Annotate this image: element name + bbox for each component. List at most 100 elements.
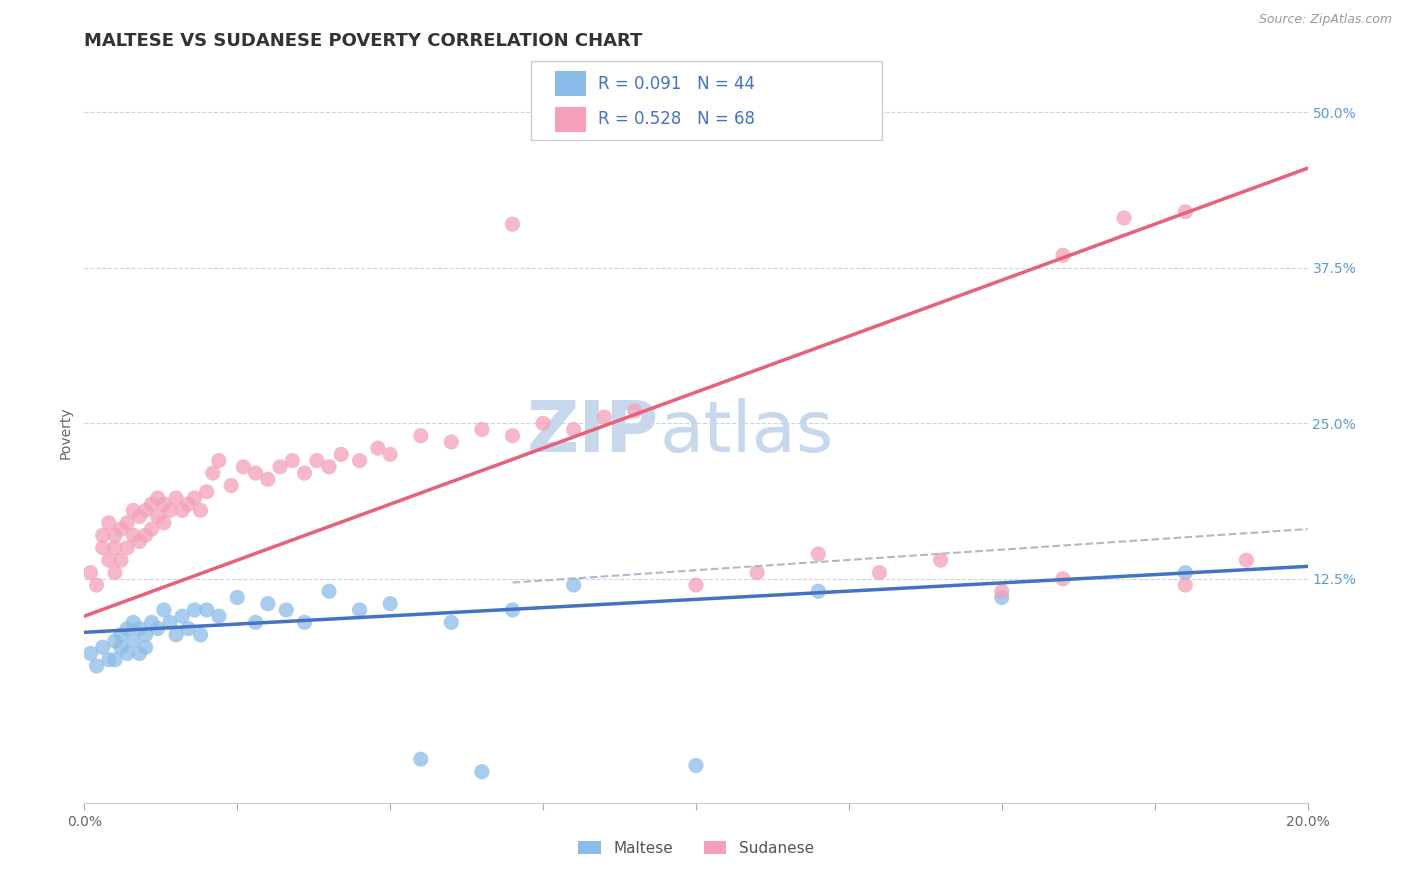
Point: [86, 578, 108, 592]
Point: [141, 497, 163, 511]
Point: [183, 491, 205, 505]
Point: [1174, 566, 1197, 580]
Point: [471, 764, 494, 779]
Point: [183, 603, 205, 617]
Point: [135, 503, 157, 517]
Point: [269, 459, 291, 474]
Point: [135, 640, 157, 655]
Point: [115, 541, 138, 555]
Point: [380, 447, 402, 461]
Point: [104, 528, 127, 542]
Point: [807, 547, 830, 561]
Point: [330, 447, 353, 461]
Point: [502, 217, 524, 231]
Point: [159, 503, 181, 517]
Point: [146, 622, 169, 636]
Point: [153, 497, 176, 511]
Point: [440, 434, 463, 449]
Text: R = 0.528   N = 68: R = 0.528 N = 68: [598, 111, 755, 128]
Point: [115, 622, 138, 636]
Point: [135, 528, 157, 542]
Point: [79, 647, 101, 661]
Point: [195, 484, 218, 499]
Point: [97, 516, 120, 530]
Point: [471, 423, 494, 437]
Point: [349, 603, 371, 617]
Point: [232, 459, 254, 474]
Point: [1114, 211, 1136, 225]
Point: [281, 453, 304, 467]
Point: [624, 404, 647, 418]
Point: [122, 528, 145, 542]
Point: [208, 453, 231, 467]
Point: [110, 522, 132, 536]
Point: [1052, 248, 1074, 262]
Point: [128, 509, 150, 524]
Point: [409, 428, 432, 442]
Point: [257, 597, 280, 611]
Point: [135, 628, 157, 642]
Point: [128, 647, 150, 661]
Point: [153, 516, 176, 530]
Point: [245, 615, 267, 630]
Point: [349, 453, 371, 467]
Point: [91, 640, 114, 655]
Point: [91, 528, 114, 542]
Point: [110, 553, 132, 567]
Point: [177, 497, 200, 511]
Point: [208, 609, 231, 624]
Point: [115, 647, 138, 661]
Point: [146, 491, 169, 505]
Point: [226, 591, 249, 605]
Point: [593, 410, 616, 425]
Point: [201, 466, 224, 480]
Point: [1236, 553, 1258, 567]
Point: [122, 615, 145, 630]
Point: [172, 503, 194, 517]
Point: [141, 522, 163, 536]
Point: [128, 534, 150, 549]
Point: [172, 609, 194, 624]
Point: [367, 441, 389, 455]
Point: [110, 640, 132, 655]
Point: [562, 578, 585, 592]
Y-axis label: Poverty: Poverty: [59, 407, 73, 458]
Point: [195, 603, 218, 617]
Point: [219, 478, 242, 492]
Point: [104, 541, 127, 555]
Text: atlas: atlas: [659, 398, 834, 467]
Point: [562, 423, 585, 437]
Point: [165, 628, 187, 642]
Point: [869, 566, 891, 580]
Point: [122, 503, 145, 517]
Text: ZIP: ZIP: [527, 398, 659, 467]
Point: [91, 541, 114, 555]
Point: [245, 466, 267, 480]
Point: [122, 634, 145, 648]
Point: [807, 584, 830, 599]
Point: [991, 584, 1014, 599]
Point: [1052, 572, 1074, 586]
Point: [440, 615, 463, 630]
Point: [146, 509, 169, 524]
Point: [294, 615, 316, 630]
Point: [104, 566, 127, 580]
Point: [991, 591, 1014, 605]
Point: [153, 603, 176, 617]
Point: [79, 566, 101, 580]
Point: [177, 622, 200, 636]
Point: [104, 653, 127, 667]
Point: [104, 634, 127, 648]
Point: [257, 472, 280, 486]
Point: [409, 752, 432, 766]
Point: [305, 453, 328, 467]
Point: [159, 615, 181, 630]
Point: [190, 503, 212, 517]
Text: MALTESE VS SUDANESE POVERTY CORRELATION CHART: MALTESE VS SUDANESE POVERTY CORRELATION …: [84, 32, 643, 50]
Point: [128, 622, 150, 636]
Point: [531, 417, 554, 431]
Point: [685, 578, 707, 592]
Point: [276, 603, 298, 617]
Point: [502, 603, 524, 617]
Point: [110, 628, 132, 642]
